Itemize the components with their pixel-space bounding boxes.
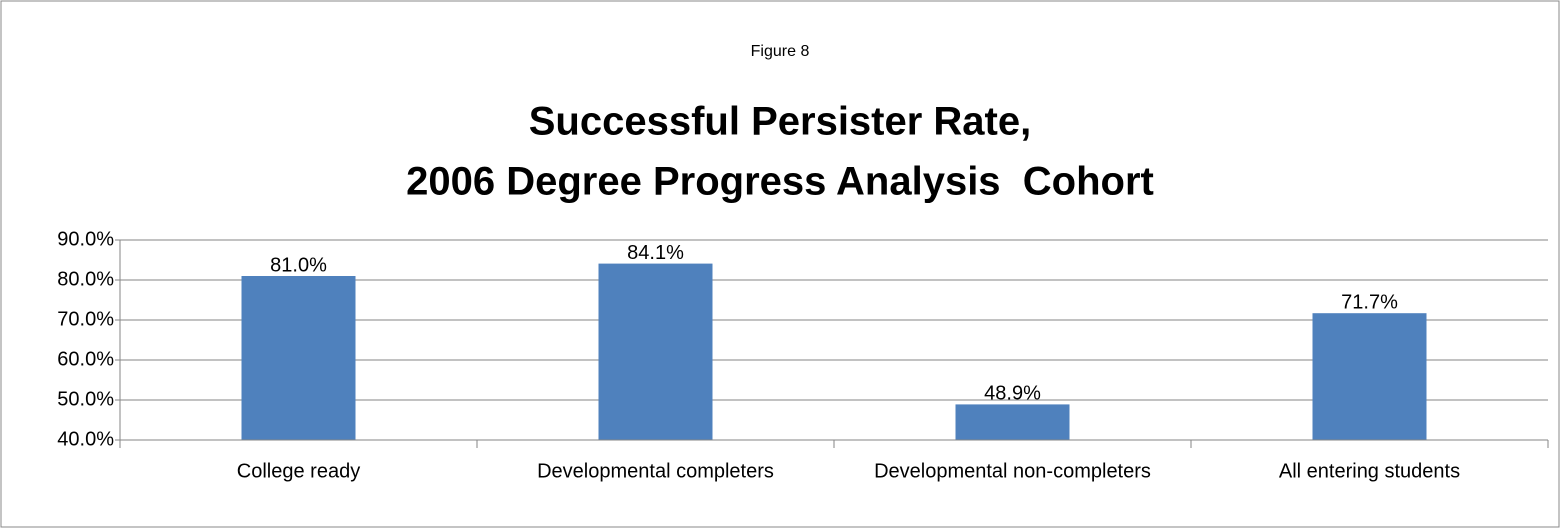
- y-tick-label: 50.0%: [57, 388, 114, 410]
- bar: [955, 404, 1070, 440]
- bar: [598, 263, 713, 440]
- y-tick-label: 80.0%: [57, 268, 114, 290]
- data-label: 71.7%: [1341, 291, 1398, 313]
- bar: [1312, 313, 1427, 440]
- x-tick-label: Developmental completers: [537, 460, 774, 482]
- y-tick-label: 40.0%: [57, 428, 114, 450]
- data-label: 81.0%: [270, 254, 327, 276]
- x-tick-label: Developmental non-completers: [874, 460, 1151, 482]
- bar: [241, 276, 356, 440]
- chart-title: Successful Persister Rate,: [529, 100, 1031, 144]
- data-label: 84.1%: [627, 242, 684, 264]
- y-tick-label: 90.0%: [57, 228, 114, 250]
- y-tick-label: 60.0%: [57, 348, 114, 370]
- x-tick-label: All entering students: [1279, 460, 1460, 482]
- figure-caption: Figure 8: [751, 43, 810, 60]
- y-tick-label: 70.0%: [57, 308, 114, 330]
- x-tick-label: College ready: [237, 460, 360, 482]
- chart-title: 2006 Degree Progress Analysis Cohort: [406, 160, 1154, 204]
- data-label: 48.9%: [984, 383, 1041, 405]
